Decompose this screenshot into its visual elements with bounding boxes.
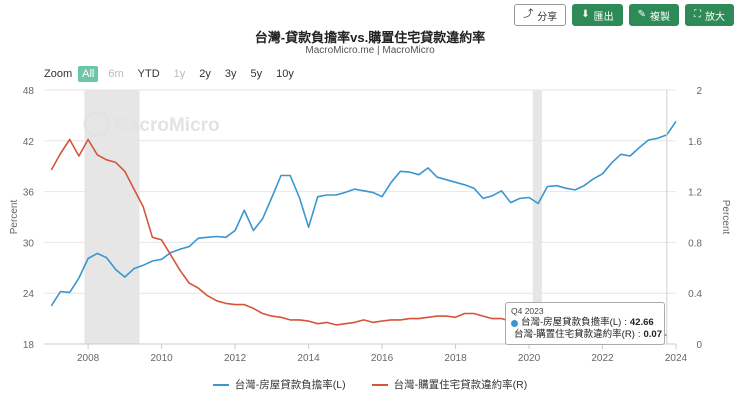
x-tick-label: 2024 [665, 353, 688, 364]
y-right-tick-label: 0.8 [688, 238, 702, 249]
tooltip-series-name: 台灣-購置住宅貸款違約率(R) [514, 329, 635, 340]
tooltip-row: 台灣-購置住宅貸款違約率(R): 0.07 [514, 329, 662, 340]
chart-title: 台灣-貸款負擔率vs.購置住宅貸款違約率 [254, 30, 486, 45]
zoom-option-2y[interactable]: 2y [199, 68, 211, 80]
legend-label: 台灣-房屋貸款負擔率(L) [234, 379, 346, 391]
y-right-tick-label: 1.6 [688, 137, 702, 148]
pencil-icon: ✎ [637, 9, 646, 20]
zoom-option-all[interactable]: All [78, 66, 99, 82]
y-left-tick-label: 18 [23, 340, 35, 351]
expand-icon: ⛶ [694, 9, 701, 20]
export-button[interactable]: ⬇ 匯出 [572, 4, 623, 26]
zoom-option-1y[interactable]: 1y [173, 68, 186, 80]
chart-legend: 台灣-房屋貸款負擔率(L) 台灣-購置住宅貸款違約率(R) [0, 377, 740, 392]
legend-label: 台灣-購置住宅貸款違約率(R) [393, 379, 528, 391]
y-left-tick-label: 30 [23, 238, 35, 249]
legend-item-default-rate[interactable]: 台灣-購置住宅貸款違約率(R) [371, 377, 528, 392]
y-left-axis-title: Percent [9, 200, 20, 235]
watermark-logo-icon [83, 110, 111, 138]
y-left-tick-label: 36 [23, 188, 35, 199]
y-left-tick-label: 24 [23, 289, 35, 300]
download-icon: ⬇ [581, 9, 590, 20]
chart-tooltip: Q4 2023 台灣-房屋貸款負擔率(L): 42.66 台灣-購置住宅貸款違約… [505, 302, 665, 345]
tooltip-dot [511, 319, 518, 327]
share-button[interactable]: ⤴ 分享 [514, 4, 567, 26]
y-left-tick-label: 42 [23, 137, 35, 148]
legend-line-swatch [212, 383, 229, 386]
zoom-option-3y[interactable]: 3y [224, 68, 237, 80]
zoom-option-6m[interactable]: 6m [108, 68, 124, 80]
x-tick-label: 2022 [591, 353, 614, 364]
x-tick-label: 2014 [297, 353, 320, 364]
export-button-label: 匯出 [593, 11, 614, 23]
x-tick-label: 2018 [444, 353, 467, 364]
y-right-tick-label: 0.4 [688, 289, 702, 300]
zoom-option-5y[interactable]: 5y [250, 68, 263, 80]
copy-button-label: 複製 [650, 11, 670, 23]
y-right-axis-title: Percent [720, 200, 731, 235]
recession-shade [532, 90, 542, 344]
tooltip-row: 台灣-房屋貸款負擔率(L): 42.66 [511, 317, 659, 329]
share-icon: ⤴ [523, 9, 534, 20]
zoom-option-ytd[interactable]: YTD [137, 68, 160, 80]
share-button-label: 分享 [537, 11, 558, 23]
tooltip-series-name: 台灣-房屋貸款負擔率(L) [521, 317, 622, 328]
legend-item-affordability[interactable]: 台灣-房屋貸款負擔率(L) [212, 377, 346, 392]
enlarge-button-label: 放大 [705, 11, 725, 23]
y-left-tick-label: 48 [23, 86, 35, 97]
x-tick-label: 2016 [371, 353, 394, 364]
x-tick-label: 2020 [518, 353, 541, 364]
chart-subtitle: MacroMicro.me | MacroMicro [305, 45, 435, 56]
zoom-label: Zoom [44, 68, 73, 80]
series-line-affordability [50, 120, 677, 307]
x-tick-label: 2010 [150, 353, 173, 364]
zoom-option-10y[interactable]: 10y [276, 68, 294, 80]
enlarge-button[interactable]: ⛶ 放大 [685, 4, 734, 26]
x-tick-label: 2012 [224, 353, 247, 364]
legend-line-swatch [371, 383, 388, 386]
tooltip-header: Q4 2023 [511, 306, 544, 316]
tooltip-series-value: 42.66 [629, 317, 654, 328]
y-right-tick-label: 0 [696, 340, 702, 351]
y-right-tick-label: 1.2 [688, 188, 702, 199]
y-right-tick-label: 2 [696, 86, 702, 97]
zoom-bar: Zoom All 6m YTD 1y 2y 3y 5y 10y [44, 66, 298, 82]
copy-button[interactable]: ✎ 複製 [628, 4, 679, 26]
chart-toolbar: ⤴ 分享 ⬇ 匯出 ✎ 複製 ⛶ 放大 [514, 4, 734, 26]
x-tick-label: 2008 [77, 353, 100, 364]
tooltip-series-value: 0.07 [643, 329, 663, 340]
recession-shade [84, 90, 140, 344]
watermark-text: MacroMicro [113, 115, 220, 136]
